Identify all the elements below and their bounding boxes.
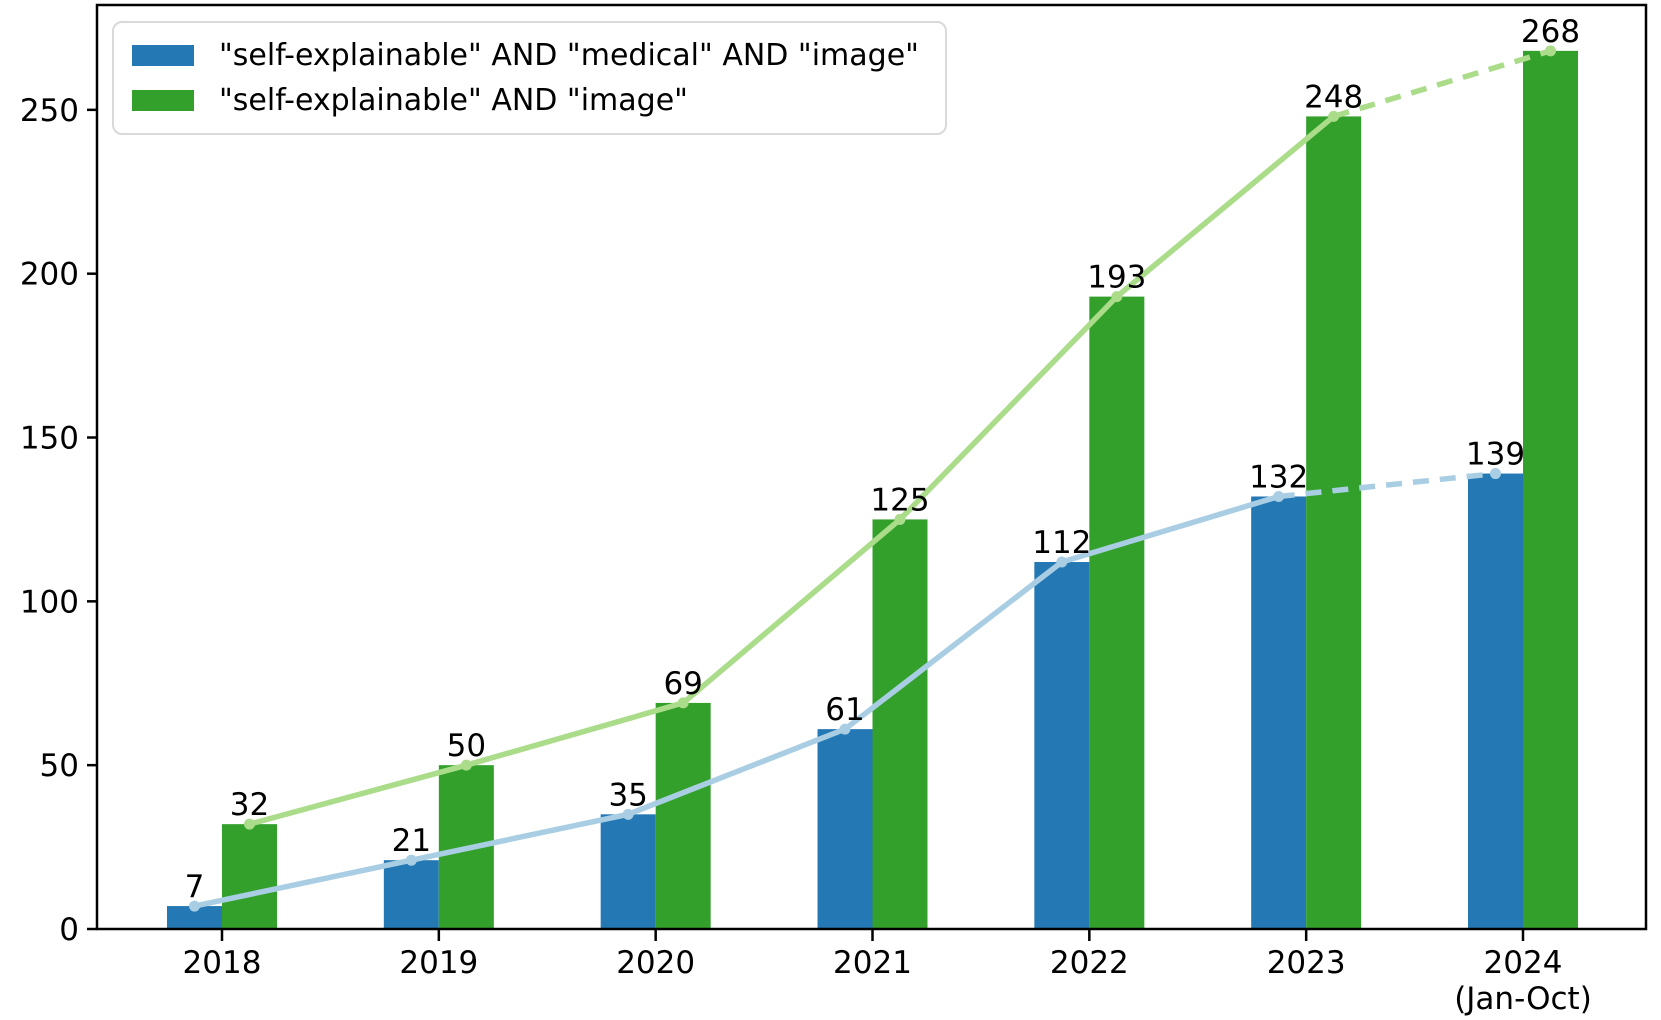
x-tick-label-2022: 2022: [1050, 945, 1129, 981]
y-tick-label-50: 50: [40, 748, 79, 784]
bar-2022-series0: [1034, 562, 1090, 929]
bar-2018-series1: [222, 824, 277, 929]
value-label-2019-series0: 21: [392, 823, 431, 859]
x-tick-label-2019: 2019: [399, 945, 478, 981]
trend-marker-2019-series0: [405, 854, 417, 866]
trend-marker-2018-series1: [244, 818, 255, 830]
trend-line-solid-series1: [246, 113, 1337, 827]
trend-marker-2024-series0: [1490, 468, 1501, 480]
bar-2021-series1: [872, 519, 928, 929]
trend-marker-2021-series0: [839, 723, 851, 735]
value-label-2022-series1: 193: [1087, 260, 1146, 296]
bar-2019-series0: [383, 860, 439, 929]
trend-marker-2023-series0: [1273, 490, 1285, 502]
value-label-2023-series0: 132: [1249, 459, 1308, 495]
trend-marker-2019-series1: [460, 759, 472, 771]
plot-frame: [95, 3, 1648, 931]
trend-marker-2023-series1: [1328, 110, 1340, 122]
trend-marker-2018-series0: [189, 900, 200, 912]
value-label-2023-series1: 248: [1304, 79, 1363, 115]
bar-2023-series0: [1251, 496, 1307, 929]
value-label-2021-series0: 61: [825, 692, 864, 728]
x-tick-label-2023: 2023: [1267, 945, 1346, 981]
bar-2024-series0: [1468, 473, 1523, 929]
value-label-2018-series1: 32: [230, 787, 269, 823]
x-tick-label-2018: 2018: [183, 945, 262, 981]
bar-2020-series1: [655, 702, 711, 929]
value-label-2018-series0: 7: [185, 869, 205, 905]
x-tick-label-2024: 2024: [1484, 945, 1563, 981]
legend-label-image: "self-explainable" AND "image": [219, 83, 688, 118]
y-tick-label-250: 250: [20, 93, 79, 129]
bar-2022-series1: [1089, 296, 1145, 929]
bar-2021-series0: [817, 729, 873, 929]
y-tick-label-200: 200: [20, 257, 79, 293]
value-label-2019-series1: 50: [447, 728, 486, 764]
value-label-2020-series0: 35: [608, 777, 647, 813]
value-label-2020-series1: 69: [663, 666, 702, 702]
trend-marker-2021-series1: [894, 513, 906, 525]
y-tick-label-100: 100: [20, 584, 79, 620]
value-label-2024-series0: 139: [1466, 437, 1525, 473]
bar-2023-series1: [1306, 116, 1362, 930]
x-tick-label-2020: 2020: [616, 945, 695, 981]
y-tick-label-150: 150: [20, 421, 79, 457]
trend-marker-2020-series0: [622, 808, 634, 820]
trend-marker-2022-series1: [1111, 291, 1123, 303]
value-label-2024-series1: 268: [1521, 14, 1580, 50]
x-tick-label-2021: 2021: [833, 945, 912, 981]
trend-marker-2022-series0: [1056, 556, 1068, 568]
bar-2018-series0: [167, 906, 222, 929]
legend-swatch-green: [132, 90, 194, 111]
legend-swatch-blue: [132, 45, 194, 66]
legend: "self-explainable" AND "medical" AND "im…: [112, 21, 947, 135]
x-tick-sublabel-2024: (Jan-Oct): [1454, 981, 1592, 1017]
trend-marker-2020-series1: [677, 697, 689, 709]
y-tick-label-0: 0: [59, 912, 79, 948]
value-label-2022-series0: 112: [1032, 525, 1091, 561]
trend-line-dashed-series0: [1278, 470, 1496, 500]
trend-line-dashed-series1: [1332, 48, 1552, 120]
bar-2020-series0: [600, 814, 656, 929]
trend-line-solid-series0: [191, 493, 1282, 909]
legend-label-medical: "self-explainable" AND "medical" AND "im…: [219, 38, 919, 73]
trend-marker-2024-series1: [1545, 45, 1556, 57]
bar-2024-series1: [1523, 50, 1578, 930]
value-label-2021-series1: 125: [870, 482, 929, 518]
legend-item-medical: "self-explainable" AND "medical" AND "im…: [132, 33, 919, 78]
legend-item-image: "self-explainable" AND "image": [132, 78, 919, 123]
